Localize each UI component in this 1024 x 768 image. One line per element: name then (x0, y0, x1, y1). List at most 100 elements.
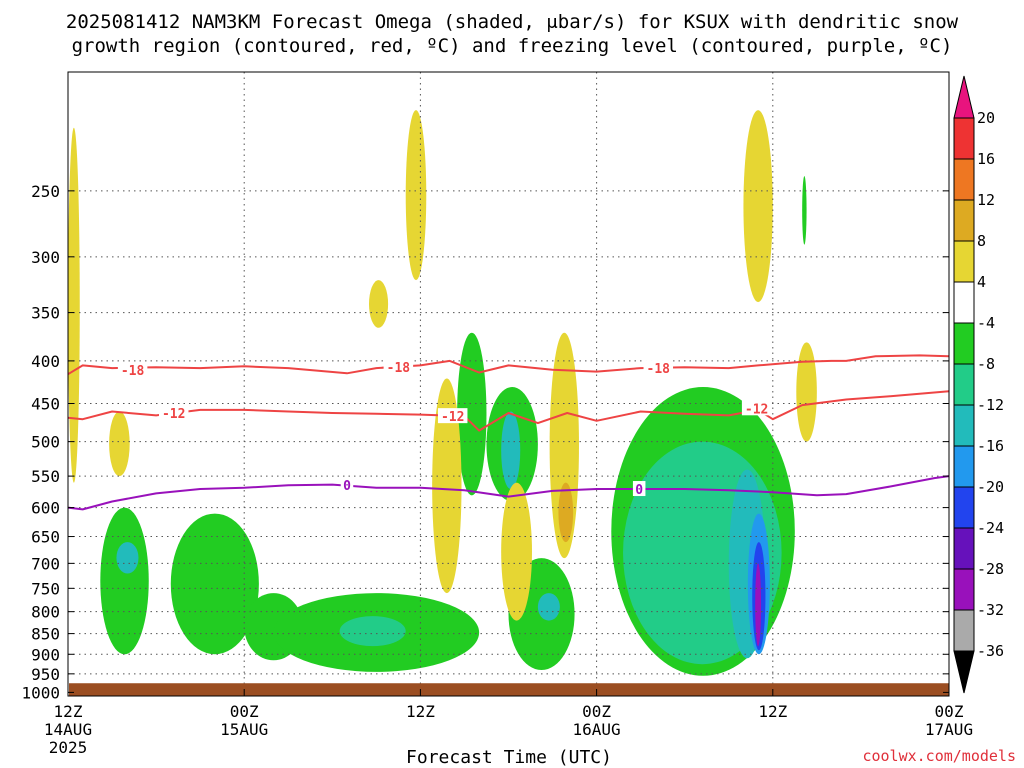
x-axis-title: Forecast Time (UTC) (406, 747, 612, 768)
x-tick-label-0-3: 2025 (49, 738, 88, 757)
x-tick-label-2-1: 12Z (406, 702, 435, 721)
colorbar-swatch-8 (953, 445, 975, 488)
colorbar-label-7: -12 (977, 396, 1004, 414)
y-tick-label-350: 350 (31, 304, 60, 323)
omega-cell-ascent-2 (170, 513, 259, 655)
ground-layer (69, 683, 949, 696)
y-tick-label-950: 950 (31, 665, 60, 684)
omega-cell-descent-17 (68, 127, 80, 483)
y-tick-label-300: 300 (31, 248, 60, 267)
omega-cell-ascent-27 (802, 176, 807, 245)
contour-dgz-lower (67, 390, 950, 432)
contour-label-4: -12 (441, 410, 464, 425)
colorbar-label-0: 20 (977, 109, 995, 127)
y-tick-label-700: 700 (31, 554, 60, 573)
contour-label-bg-4 (437, 408, 468, 424)
omega-cell-ascent-0 (100, 507, 149, 655)
contour-label-bg-1 (383, 359, 414, 375)
contour-layer: -18 -18 -18 -12 -12 -12 0 0 (67, 354, 950, 511)
omega-cell-ascent-5 (339, 616, 406, 647)
omega-cell-descent-20 (369, 280, 389, 328)
contour-label-bg-5 (741, 400, 772, 416)
plot-frame (67, 71, 950, 697)
omega-cell-descent-21 (432, 378, 462, 594)
omega-cell-descent-18 (109, 411, 130, 477)
colorbar-label-13: -36 (977, 642, 1004, 660)
contour-freezing (67, 475, 950, 511)
colorbar-label-4: 4 (977, 273, 986, 291)
colorbar-label-2: 12 (977, 191, 995, 209)
contour-label-1: -18 (387, 361, 411, 376)
contour-dgz-upper (67, 354, 950, 376)
contour-label-bg-7 (632, 481, 646, 497)
contour-label-bg-3 (158, 405, 189, 421)
contour-label-3: -12 (162, 407, 185, 422)
colorbar-swatch-9 (953, 486, 975, 529)
colorbar-swatch-1 (953, 158, 975, 201)
colorbar-top-triangle (953, 75, 975, 119)
contour-label-bg-2 (643, 360, 674, 376)
omega-cell-descent-19 (405, 110, 427, 281)
y-tick-label-550: 550 (31, 467, 60, 486)
y-tick-label-400: 400 (31, 352, 60, 371)
omega-cell-descent-25 (743, 110, 773, 303)
contour-label-0: -18 (121, 364, 145, 379)
y-tick-label-650: 650 (31, 528, 60, 547)
colorbar-label-8: -16 (977, 437, 1004, 455)
colorbar-label-12: -32 (977, 601, 1004, 619)
credit-text: coolwx.com/models (862, 747, 1016, 765)
x-tick-label-5-1: 00Z (935, 702, 964, 721)
x-tick-label-5-2: 17AUG (925, 720, 973, 739)
y-tick-label-1000: 1000 (21, 683, 60, 702)
colorbar-bottom-triangle (953, 650, 975, 694)
colorbar-swatch-4 (953, 281, 975, 324)
colorbar-swatch-10 (953, 527, 975, 570)
colorbar-label-5: -4 (977, 314, 995, 332)
y-tick-label-450: 450 (31, 395, 60, 414)
x-tick-label-3-2: 16AUG (573, 720, 621, 739)
y-tick-label-750: 750 (31, 579, 60, 598)
colorbar-swatch-11 (953, 568, 975, 611)
x-tick-label-0-2: 14AUG (44, 720, 92, 739)
x-tick-label-1-2: 15AUG (220, 720, 268, 739)
colorbar-swatch-0 (953, 117, 975, 160)
y-tick-label-250: 250 (31, 182, 60, 201)
omega-cell-descent-22 (501, 482, 532, 621)
colorbar-swatch-12 (953, 609, 975, 652)
contour-label-7: 0 (635, 483, 643, 498)
ground-surface (69, 683, 949, 696)
colorbar-swatch-6 (953, 363, 975, 406)
omega-cell-ascent-1 (116, 542, 139, 574)
y-tick-label-850: 850 (31, 625, 60, 644)
contour-label-5: -12 (745, 402, 768, 417)
y-tick-label-500: 500 (31, 433, 60, 452)
y-tick-label-800: 800 (31, 603, 60, 622)
y-tick-label-600: 600 (31, 499, 60, 518)
colorbar-label-9: -20 (977, 478, 1004, 496)
omega-cell-ascent-16 (755, 563, 762, 647)
colorbar-swatch-3 (953, 240, 975, 283)
y-axis: 2503003504004505005506006507007508008509… (21, 182, 949, 702)
colorbar-label-3: 8 (977, 232, 986, 250)
colorbar-label-10: -24 (977, 519, 1004, 537)
colorbar-swatch-5 (953, 322, 975, 365)
chart-title-line-2: growth region (contoured, red, ºC) and f… (72, 35, 953, 57)
contour-label-bg-6 (340, 477, 354, 493)
omega-cell-descent-26 (796, 342, 817, 442)
colorbar-swatch-2 (953, 199, 975, 242)
omega-shading-layer (68, 110, 817, 676)
colorbar-swatch-7 (953, 404, 975, 447)
x-tick-label-4-1: 12Z (758, 702, 787, 721)
y-tick-label-900: 900 (31, 645, 60, 664)
omega-cell-ascent-10 (537, 593, 560, 621)
contour-label-bg-0 (117, 361, 148, 377)
contour-label-6: 0 (343, 479, 351, 494)
colorbar-label-11: -28 (977, 560, 1004, 578)
x-tick-label-3-1: 00Z (582, 702, 611, 721)
x-tick-label-1-1: 00Z (230, 702, 259, 721)
x-tick-label-0-1: 12Z (54, 702, 83, 721)
contour-label-2: -18 (647, 362, 671, 377)
omega-cell-descent-24 (558, 482, 574, 543)
